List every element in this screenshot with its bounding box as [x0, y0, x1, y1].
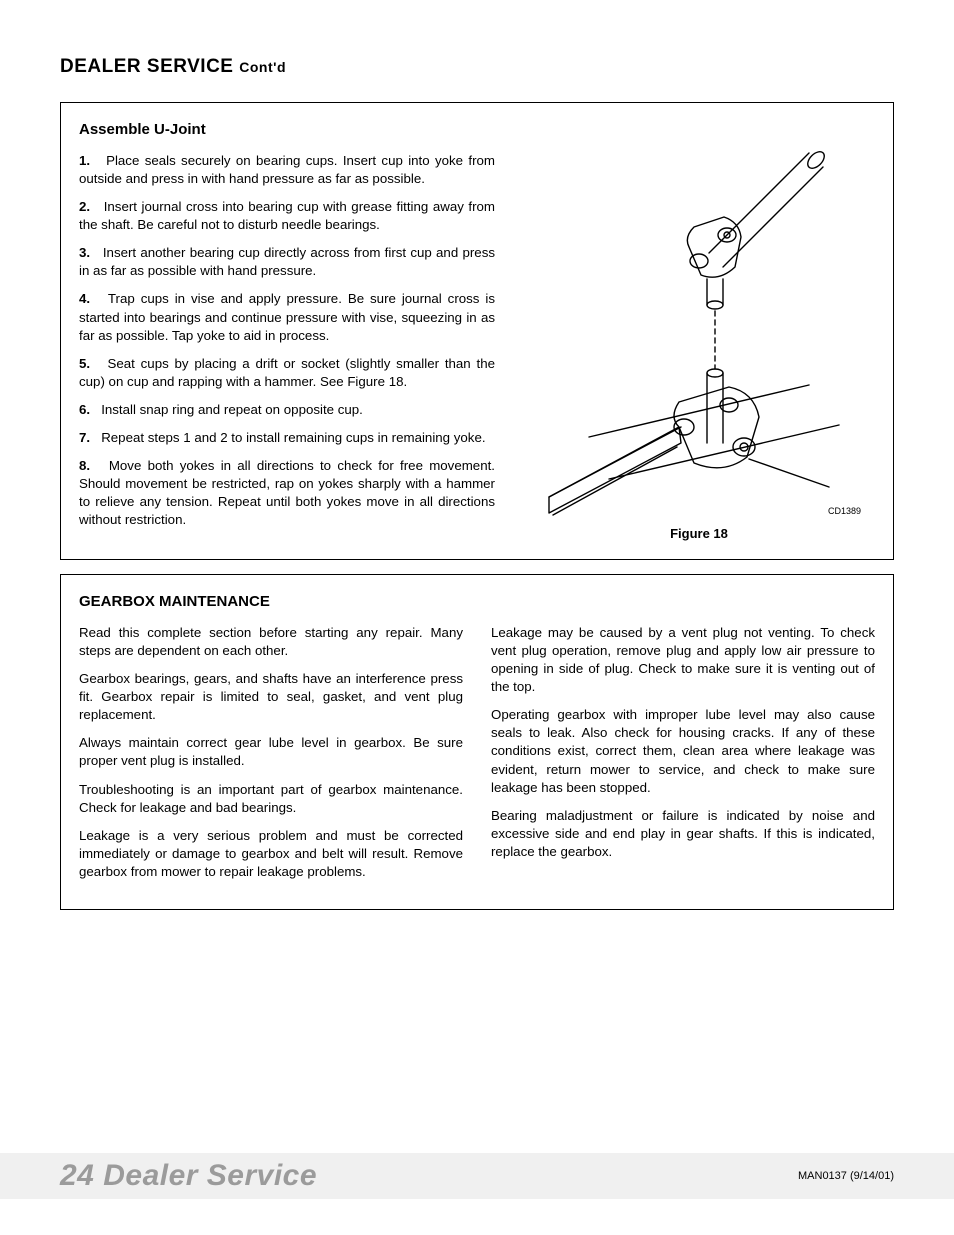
para: Read this complete section before starti… [79, 624, 463, 660]
footer-doc-id: MAN0137 (9/14/01) [798, 1170, 894, 1182]
para: Bearing maladjustment or failure is indi… [491, 807, 875, 861]
footer-page-num: 24 [60, 1159, 94, 1192]
step-num: 7. [79, 430, 90, 445]
ujoint-diagram-icon [529, 127, 869, 527]
para: Leakage is a very serious problem and mu… [79, 827, 463, 881]
step-text: Trap cups in vise and apply pressure. Be… [79, 291, 495, 342]
step-num: 6. [79, 402, 90, 417]
step-text: Seat cups by placing a drift or socket (… [79, 356, 495, 389]
header-title: DEALER SERVICE [60, 56, 233, 77]
footer: 24 Dealer Service MAN0137 (9/14/01) [0, 1153, 954, 1199]
step-text: Repeat steps 1 and 2 to install remainin… [101, 430, 485, 445]
figure-18: CD1389 Figure 18 [523, 121, 875, 541]
figure-label: Figure 18 [523, 526, 875, 541]
para: Gearbox bearings, gears, and shafts have… [79, 670, 463, 724]
step-text: Place seals securely on bearing cups. In… [79, 153, 495, 186]
para: Always maintain correct gear lube level … [79, 734, 463, 770]
para: Operating gearbox with improper lube lev… [491, 706, 875, 796]
step: 7. Repeat steps 1 and 2 to install remai… [79, 429, 495, 447]
step: 2. Insert journal cross into bearing cup… [79, 198, 495, 234]
step-num: 1. [79, 153, 90, 168]
para: Troubleshooting is an important part of … [79, 781, 463, 817]
step-text: Insert journal cross into bearing cup wi… [79, 199, 495, 232]
step-num: 8. [79, 458, 90, 473]
section-assemble-ujoint: Assemble U-Joint 1. Place seals securely… [60, 102, 894, 560]
step: 3. Insert another bearing cup directly a… [79, 244, 495, 280]
section1-figure-column: CD1389 Figure 18 [523, 121, 875, 541]
step-num: 2. [79, 199, 90, 214]
para: Leakage may be caused by a vent plug not… [491, 624, 875, 696]
section1-heading: Assemble U-Joint [79, 121, 495, 138]
step-text: Move both yokes in all directions to che… [79, 458, 495, 527]
section2-right-column: Leakage may be caused by a vent plug not… [491, 624, 875, 891]
step: 6. Install snap ring and repeat on oppos… [79, 401, 495, 419]
step-text: Install snap ring and repeat on opposite… [101, 402, 363, 417]
section1-text-column: Assemble U-Joint 1. Place seals securely… [79, 121, 495, 541]
footer-page-title: 24 Dealer Service [60, 1159, 317, 1193]
step: 4. Trap cups in vise and apply pressure.… [79, 290, 495, 344]
step-text: Insert another bearing cup directly acro… [79, 245, 495, 278]
footer-section-name: Dealer Service [103, 1159, 317, 1192]
section2-left-column: Read this complete section before starti… [79, 624, 463, 891]
header-contd: Cont'd [239, 59, 286, 75]
page-header: DEALER SERVICE Cont'd [60, 56, 894, 78]
step-num: 5. [79, 356, 90, 371]
section-gearbox-maintenance: GEARBOX MAINTENANCE Read this complete s… [60, 574, 894, 910]
section2-heading: GEARBOX MAINTENANCE [79, 593, 875, 610]
step: 8. Move both yokes in all directions to … [79, 457, 495, 529]
step: 1. Place seals securely on bearing cups.… [79, 152, 495, 188]
step: 5. Seat cups by placing a drift or socke… [79, 355, 495, 391]
step-num: 3. [79, 245, 90, 260]
step-num: 4. [79, 291, 90, 306]
